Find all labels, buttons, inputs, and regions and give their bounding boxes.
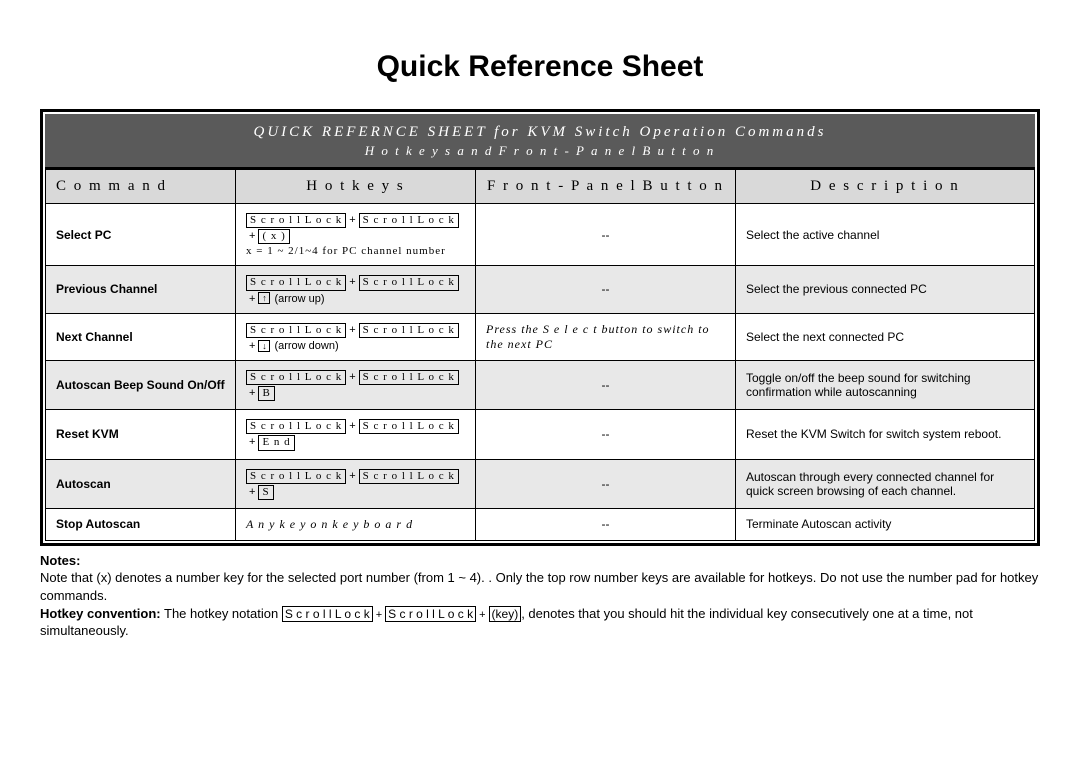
- cell-description: Autoscan through every connected channel…: [736, 459, 1035, 508]
- plus-icon: +: [246, 436, 258, 448]
- notes-section: Notes: Note that (x) denotes a number ke…: [40, 552, 1040, 640]
- arrow-key-icon: ↓: [258, 340, 270, 352]
- key-last: B: [258, 386, 274, 401]
- cell-description: Select the previous connected PC: [736, 266, 1035, 313]
- key-scroll-lock: S c r o l l L o c k: [282, 606, 373, 622]
- cell-description: Terminate Autoscan activity: [736, 508, 1035, 540]
- cell-hotkeys: S c r o l l L o c k+S c r o l l L o c k+…: [236, 313, 476, 360]
- cell-front-panel: --: [476, 459, 736, 508]
- col-front-panel: F r o n t - P a n e l B u t t o n: [476, 170, 736, 204]
- key-scroll-lock: S c r o l l L o c k: [246, 419, 346, 434]
- plus-icon: +: [346, 371, 358, 383]
- cell-hotkeys: S c r o l l L o c k+S c r o l l L o c k+…: [236, 360, 476, 409]
- plus-icon: +: [246, 340, 258, 352]
- table-row: Reset KVMS c r o l l L o c k+S c r o l l…: [46, 410, 1035, 459]
- cell-description: Select the active channel: [736, 204, 1035, 266]
- cell-hotkeys: S c r o l l L o c k+S c r o l l L o c k+…: [236, 266, 476, 313]
- table-row: Autoscan Beep Sound On/OffS c r o l l L …: [46, 360, 1035, 409]
- plus-icon: +: [346, 420, 358, 432]
- plus-icon: +: [346, 276, 358, 288]
- cell-command: Autoscan: [46, 459, 236, 508]
- key-scroll-lock: S c r o l l L o c k: [359, 275, 459, 290]
- plus-icon: +: [346, 470, 358, 482]
- cell-hotkeys: S c r o l l L o c k+S c r o l l L o c k+…: [236, 204, 476, 266]
- cell-hotkeys: S c r o l l L o c k+S c r o l l L o c k+…: [236, 410, 476, 459]
- cell-hotkeys: A n y k e y o n k e y b o a r d: [236, 508, 476, 540]
- key-scroll-lock: S c r o l l L o c k: [359, 419, 459, 434]
- key-scroll-lock: S c r o l l L o c k: [385, 606, 476, 622]
- table-header-row: C o m m a n d H o t k e y s F r o n t - …: [46, 170, 1035, 204]
- cell-command: Autoscan Beep Sound On/Off: [46, 360, 236, 409]
- cell-command: Next Channel: [46, 313, 236, 360]
- reference-table: C o m m a n d H o t k e y s F r o n t - …: [45, 169, 1035, 541]
- cell-command: Reset KVM: [46, 410, 236, 459]
- arrow-note: (arrow up): [274, 293, 324, 305]
- notes-line-2: Hotkey convention: The hotkey notation S…: [40, 605, 1040, 640]
- key-last: S: [258, 485, 273, 500]
- table-row: Select PCS c r o l l L o c k+S c r o l l…: [46, 204, 1035, 266]
- reference-frame: QUICK REFERNCE SHEET for KVM Switch Oper…: [40, 109, 1040, 546]
- table-row: Previous ChannelS c r o l l L o c k+S c …: [46, 266, 1035, 313]
- plus-icon: +: [476, 609, 488, 621]
- cell-front-panel: Press the S e l e c t button to switch t…: [476, 313, 736, 360]
- key-scroll-lock: S c r o l l L o c k: [246, 275, 346, 290]
- notes-heading: Notes:: [40, 552, 1040, 570]
- key-last: E n d: [258, 435, 294, 450]
- cell-description: Select the next connected PC: [736, 313, 1035, 360]
- key-generic: (key): [489, 606, 522, 622]
- cell-command: Previous Channel: [46, 266, 236, 313]
- cell-command: Stop Autoscan: [46, 508, 236, 540]
- cell-front-panel: --: [476, 508, 736, 540]
- table-row: Stop Autoscan A n y k e y o n k e y b o a…: [46, 508, 1035, 540]
- front-panel-italic: Press the S e l e c t button to switch t…: [486, 322, 710, 351]
- plus-icon: +: [373, 609, 385, 621]
- key-scroll-lock: S c r o l l L o c k: [359, 370, 459, 385]
- plus-icon: +: [346, 214, 358, 226]
- key-scroll-lock: S c r o l l L o c k: [246, 323, 346, 338]
- table-body: Select PCS c r o l l L o c k+S c r o l l…: [46, 204, 1035, 541]
- plus-icon: +: [246, 230, 258, 242]
- hotkey-subnote: x = 1 ~ 2/1~4 for PC channel number: [246, 245, 465, 257]
- key-scroll-lock: S c r o l l L o c k: [359, 213, 459, 228]
- col-description: D e s c r i p t i o n: [736, 170, 1035, 204]
- col-hotkeys: H o t k e y s: [236, 170, 476, 204]
- cell-description: Reset the KVM Switch for switch system r…: [736, 410, 1035, 459]
- cell-front-panel: --: [476, 204, 736, 266]
- cell-front-panel: --: [476, 266, 736, 313]
- key-last: ( x ): [258, 229, 289, 244]
- key-scroll-lock: S c r o l l L o c k: [359, 469, 459, 484]
- notes-line-1: Note that (x) denotes a number key for t…: [40, 569, 1040, 604]
- cell-front-panel: --: [476, 360, 736, 409]
- plus-icon: +: [246, 486, 258, 498]
- plus-icon: +: [246, 293, 258, 305]
- cell-hotkeys: S c r o l l L o c k+S c r o l l L o c k+…: [236, 459, 476, 508]
- cell-description: Toggle on/off the beep sound for switchi…: [736, 360, 1035, 409]
- table-row: Next ChannelS c r o l l L o c k+S c r o …: [46, 313, 1035, 360]
- cell-command: Select PC: [46, 204, 236, 266]
- plus-icon: +: [246, 387, 258, 399]
- cell-front-panel: --: [476, 410, 736, 459]
- hotkey-italic-text: A n y k e y o n k e y b o a r d: [246, 517, 413, 531]
- arrow-note: (arrow down): [274, 340, 338, 352]
- table-row: AutoscanS c r o l l L o c k+S c r o l l …: [46, 459, 1035, 508]
- plus-icon: +: [346, 324, 358, 336]
- key-scroll-lock: S c r o l l L o c k: [246, 370, 346, 385]
- key-scroll-lock: S c r o l l L o c k: [246, 213, 346, 228]
- banner: QUICK REFERNCE SHEET for KVM Switch Oper…: [45, 114, 1035, 169]
- col-command: C o m m a n d: [46, 170, 236, 204]
- arrow-key-icon: ↑: [258, 292, 270, 304]
- key-scroll-lock: S c r o l l L o c k: [359, 323, 459, 338]
- page-title: Quick Reference Sheet: [40, 50, 1040, 84]
- banner-line-2: H o t k e y s a n d F r o n t - P a n e …: [45, 143, 1035, 159]
- hotkey-convention-label: Hotkey convention:: [40, 606, 161, 621]
- banner-line-1: QUICK REFERNCE SHEET for KVM Switch Oper…: [45, 124, 1035, 141]
- notes-text-a: The hotkey notation: [161, 606, 282, 621]
- key-scroll-lock: S c r o l l L o c k: [246, 469, 346, 484]
